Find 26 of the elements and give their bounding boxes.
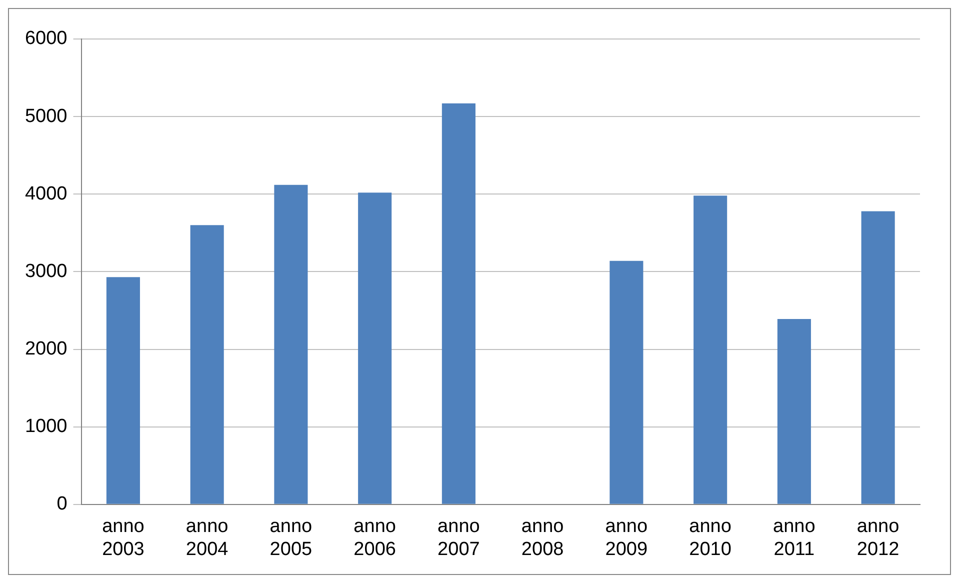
bar bbox=[106, 277, 140, 504]
bar bbox=[777, 319, 811, 504]
y-tick-label: 2000 bbox=[24, 338, 68, 360]
y-tick-label: 5000 bbox=[24, 106, 68, 127]
bar bbox=[190, 225, 224, 504]
x-tick-label: anno 2007 bbox=[438, 516, 480, 560]
bar bbox=[861, 211, 895, 504]
bar bbox=[274, 184, 308, 504]
y-tick-label: 1000 bbox=[24, 416, 68, 438]
x-tick-label: anno 2010 bbox=[689, 516, 732, 560]
x-tick-label: anno 2003 bbox=[102, 516, 144, 560]
x-tick-label: anno 2005 bbox=[270, 516, 312, 560]
bar bbox=[442, 103, 476, 504]
x-tick-label: anno 2012 bbox=[856, 516, 900, 560]
x-tick-label: anno 2011 bbox=[773, 516, 816, 560]
bar bbox=[358, 192, 392, 504]
x-tick-label: anno 2009 bbox=[605, 516, 648, 560]
x-tick-label: anno 2008 bbox=[521, 516, 564, 560]
y-tick-label: 3000 bbox=[24, 260, 68, 282]
bar bbox=[610, 260, 644, 504]
y-tick-label: 4000 bbox=[24, 183, 68, 204]
y-tick-label: 0 bbox=[56, 494, 68, 515]
x-tick-label: anno 2006 bbox=[354, 516, 396, 560]
y-tick-label: 6000 bbox=[24, 28, 68, 50]
bar bbox=[694, 196, 728, 504]
x-tick-label: anno 2004 bbox=[186, 516, 229, 560]
